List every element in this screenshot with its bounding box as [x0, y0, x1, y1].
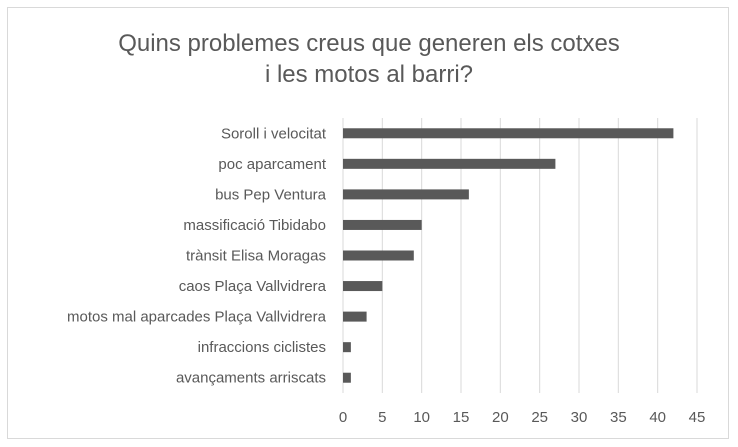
- x-tick-label: 20: [492, 409, 509, 426]
- x-tick-label: 45: [689, 409, 706, 426]
- category-label: massificació Tibidabo: [183, 217, 326, 234]
- category-label: Soroll i velocitat: [221, 125, 327, 142]
- category-label: motos mal aparcades Plaça Vallvidrera: [67, 309, 327, 326]
- bar: [343, 158, 556, 169]
- x-tick-label: 5: [378, 409, 386, 426]
- bar: [343, 281, 383, 292]
- category-label: bus Pep Ventura: [215, 186, 327, 203]
- x-tick-label: 30: [571, 409, 588, 426]
- category-label: avançaments arriscats: [176, 370, 326, 387]
- x-tick-label: 10: [413, 409, 430, 426]
- x-tick-label: 0: [339, 409, 347, 426]
- bar: [343, 342, 351, 353]
- bar: [343, 372, 351, 383]
- x-tick-label: 40: [649, 409, 666, 426]
- x-tick-label: 25: [531, 409, 548, 426]
- bar: [343, 311, 367, 322]
- category-label: infraccions ciclistes: [198, 339, 326, 356]
- bar: [343, 128, 674, 139]
- x-axis-tick-labels: 0 5 10 15 20 25 30 35 40 45: [339, 409, 706, 426]
- bar: [343, 219, 422, 230]
- category-label: poc aparcament: [218, 156, 326, 173]
- bar: [343, 250, 414, 261]
- chart-title-line-2: i les motos al barri?: [264, 61, 474, 88]
- chart-title: Quins problemes creus que generen els co…: [0, 28, 738, 90]
- x-tick-label: 15: [453, 409, 470, 426]
- bars: [343, 128, 674, 383]
- x-tick-label: 35: [610, 409, 627, 426]
- category-label: caos Plaça Vallvidrera: [179, 278, 327, 295]
- bar: [343, 189, 469, 200]
- category-label: trànsit Elisa Moragas: [186, 248, 326, 265]
- chart-title-line-1: Quins problemes creus que generen els co…: [118, 30, 620, 57]
- category-labels: Soroll i velocitat poc aparcament bus Pep …: [67, 125, 327, 386]
